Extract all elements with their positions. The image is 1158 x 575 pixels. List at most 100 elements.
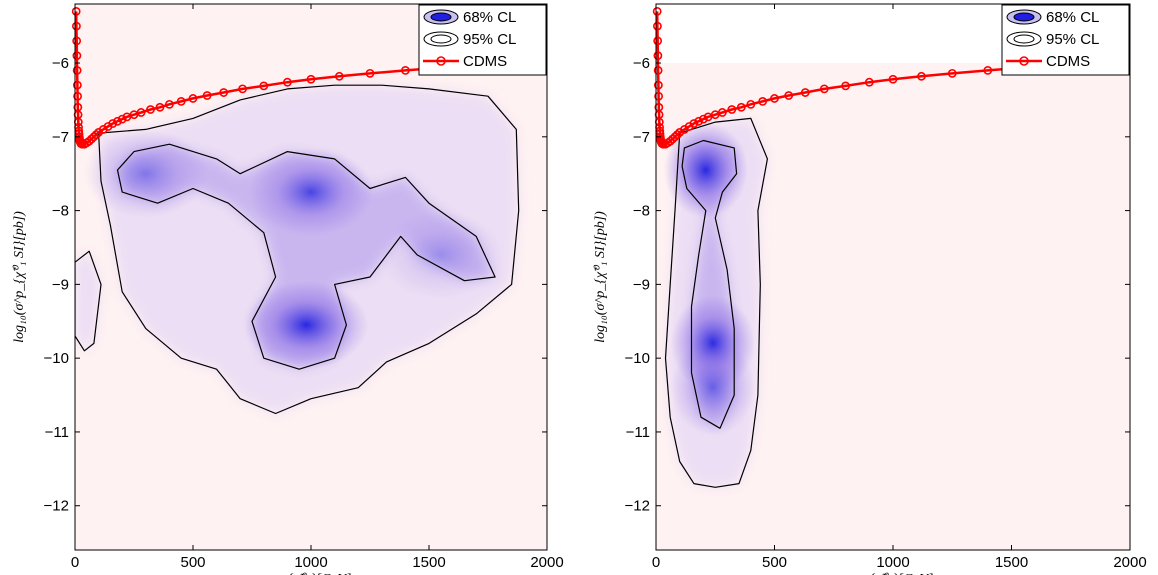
y-tick-label: −7 [52, 129, 69, 146]
cdms-point [146, 105, 155, 114]
density-peak [244, 280, 369, 369]
x-tick-label: 0 [71, 554, 79, 571]
cdms-point [758, 96, 768, 106]
y-tick-label: −9 [633, 276, 650, 293]
filled-ellipse-inner-icon [1013, 12, 1035, 22]
open-ellipse-icon [423, 31, 459, 47]
cdms-point [202, 91, 212, 100]
legend-label: 68% CL [463, 9, 516, 26]
cdms-point [113, 116, 122, 126]
cdms-point [699, 114, 708, 124]
cdms-point [653, 21, 662, 31]
cdms-point [72, 80, 82, 90]
cdms-point [746, 99, 756, 109]
legend-marker-icon [1019, 56, 1029, 66]
cdms-point [306, 74, 316, 84]
x-tick-label: 500 [762, 554, 787, 571]
cdms-point [819, 84, 829, 94]
cdms-point [694, 116, 704, 126]
x-tick-label: 1000 [876, 554, 909, 571]
cdms-point [717, 108, 727, 117]
y-axis-label: log₁₀(σ^p_{χ̃⁰₁ SI}[pb]) [593, 211, 608, 343]
cdms-point [670, 132, 680, 142]
legend-label: 95% CL [463, 31, 516, 48]
legend-label: 68% CL [1046, 9, 1099, 26]
cdms-point [770, 94, 779, 103]
legend-marker-icon [436, 56, 446, 66]
x-tick-label: 0 [652, 554, 660, 571]
x-tick-label: 2000 [530, 554, 563, 571]
cdms-point [672, 130, 682, 139]
cdms-point [653, 51, 663, 61]
cdms-point [84, 136, 94, 146]
cdms-point [947, 68, 957, 78]
cdms-point [864, 77, 874, 87]
y-tick-label: −7 [633, 129, 650, 146]
y-tick-label: −11 [45, 424, 69, 441]
density-peak [83, 129, 208, 218]
y-tick-label: −8 [52, 203, 69, 220]
y-tick-label: −12 [625, 498, 650, 515]
cdms-point [219, 88, 229, 97]
legend-label: CDMS [1046, 53, 1090, 70]
contour-68cl [681, 139, 738, 429]
y-tick-label: −6 [52, 55, 69, 72]
contour-95cl [664, 117, 768, 488]
x-tick-label: 2000 [1113, 554, 1146, 571]
cdms-point [689, 119, 699, 128]
plot-area [75, 84, 520, 415]
cdms-point [91, 130, 101, 139]
density-region-68 [117, 144, 496, 370]
cdms-point [653, 80, 663, 90]
cdms-point [653, 66, 663, 75]
cdms-point [654, 91, 664, 101]
cdms-point [784, 91, 794, 100]
x-axis-label: m_{χ̃⁰₁}[GeV] [271, 572, 352, 575]
contour-95cl [98, 84, 520, 415]
cdms-point [108, 119, 118, 128]
density-peak [249, 148, 373, 237]
y-axis-label: log₁₀(σ^p_{χ̃⁰₁ SI}[pb]) [12, 211, 27, 343]
y-tick-label: −6 [633, 55, 650, 72]
cdms-point [117, 114, 127, 124]
cdms-point [238, 84, 247, 94]
open-ellipse-icon [1006, 31, 1042, 47]
cdms-point [72, 36, 82, 46]
cdms-point [668, 134, 677, 144]
legend-box [418, 4, 547, 76]
cdms-point [72, 66, 82, 75]
cdms-point [917, 71, 926, 81]
x-tick-label: 500 [180, 554, 205, 571]
cdms-point [87, 134, 96, 144]
legend: 68% CL 95% CL CDMS [418, 4, 547, 76]
y-tick-label: −9 [52, 276, 69, 293]
cdms-point [164, 99, 174, 109]
x-tick-label: 1500 [995, 554, 1028, 571]
chart-panel-2: 0 500 1000 1500 2000 −6 −7 −8 −9 −10 −11 −12 m_{χ̃⁰₁… [593, 3, 1147, 575]
y-tick-label: −8 [633, 203, 650, 220]
filled-ellipse-inner-icon [430, 12, 452, 22]
cdms-point [72, 21, 81, 31]
cdms-point [176, 96, 186, 106]
legend: 68% CL 95% CL CDMS [1001, 4, 1130, 76]
plot-area [663, 117, 768, 488]
legend-label: CDMS [463, 53, 507, 70]
y-tick-label: −10 [625, 350, 650, 367]
cdms-point [334, 71, 344, 81]
x-tick-label: 1500 [412, 554, 445, 571]
cdms-point [665, 136, 675, 146]
contour-68cl [116, 143, 496, 370]
cdms-point [652, 6, 662, 16]
legend-label: 95% CL [1046, 31, 1099, 48]
cdms-point [841, 81, 850, 91]
chart-panel-1: 0 500 1000 1500 2000 −6 −7 −8 −9 −10 −11 −12 m_{χ̃⁰₁… [12, 3, 564, 575]
density-peak [670, 339, 755, 436]
cdms-point [73, 91, 82, 101]
y-tick-label: −10 [44, 350, 69, 367]
cdms-point [400, 66, 410, 75]
y-tick-label: −11 [626, 424, 650, 441]
contour-95cl [75, 250, 102, 352]
open-ellipse-inner-icon [430, 34, 452, 44]
cdms-point [188, 94, 198, 103]
